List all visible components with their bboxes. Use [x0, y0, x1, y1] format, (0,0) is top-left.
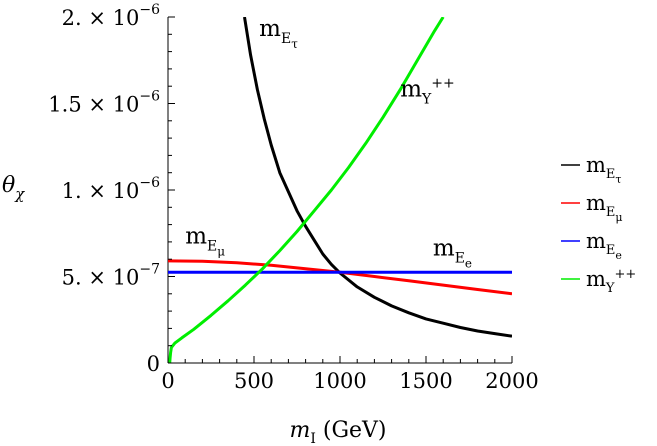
ticks-group: 0 500 1000 1500 2000 0 5. × 10−7 1. × 10−6 1.5 ×… [48, 2, 538, 393]
legend-label: mY++ [586, 267, 636, 296]
x-tick-label: 1000 [313, 369, 366, 393]
annotations-group: mEτ mY++ mEμ mEe [185, 16, 472, 271]
curve-label: mY++ [400, 76, 455, 108]
x-tick-label: 2000 [485, 369, 538, 393]
y-tick-label: 2. × 10−6 [62, 2, 160, 30]
y-tick-label: 1.5 × 10−6 [48, 89, 160, 117]
series-line-me [243, 17, 512, 338]
x-tick-label: 500 [234, 369, 274, 393]
y-tick-label: 1. × 10−6 [62, 175, 160, 203]
legend: mEτ mEμ mEe mY++ [561, 153, 636, 296]
y-tick-label: 5. × 10−7 [62, 262, 160, 290]
series-line-my [168, 17, 445, 364]
plot-frame [167, 17, 512, 364]
x-axis-title: mI (GeV) [289, 418, 386, 446]
y-tick-label: 0 [147, 352, 160, 376]
legend-label: mEe [586, 229, 622, 262]
x-tick-label: 1500 [399, 369, 452, 393]
legend-label: mEμ [586, 191, 623, 224]
curve-label: mEμ [185, 224, 225, 259]
curve-label: mEτ [259, 16, 298, 51]
curve-label: mEe [433, 236, 472, 271]
legend-label: mEτ [586, 153, 622, 186]
x-tick-label: 0 [161, 369, 174, 393]
series-group [168, 17, 512, 364]
y-axis-title: θχ [2, 173, 25, 203]
